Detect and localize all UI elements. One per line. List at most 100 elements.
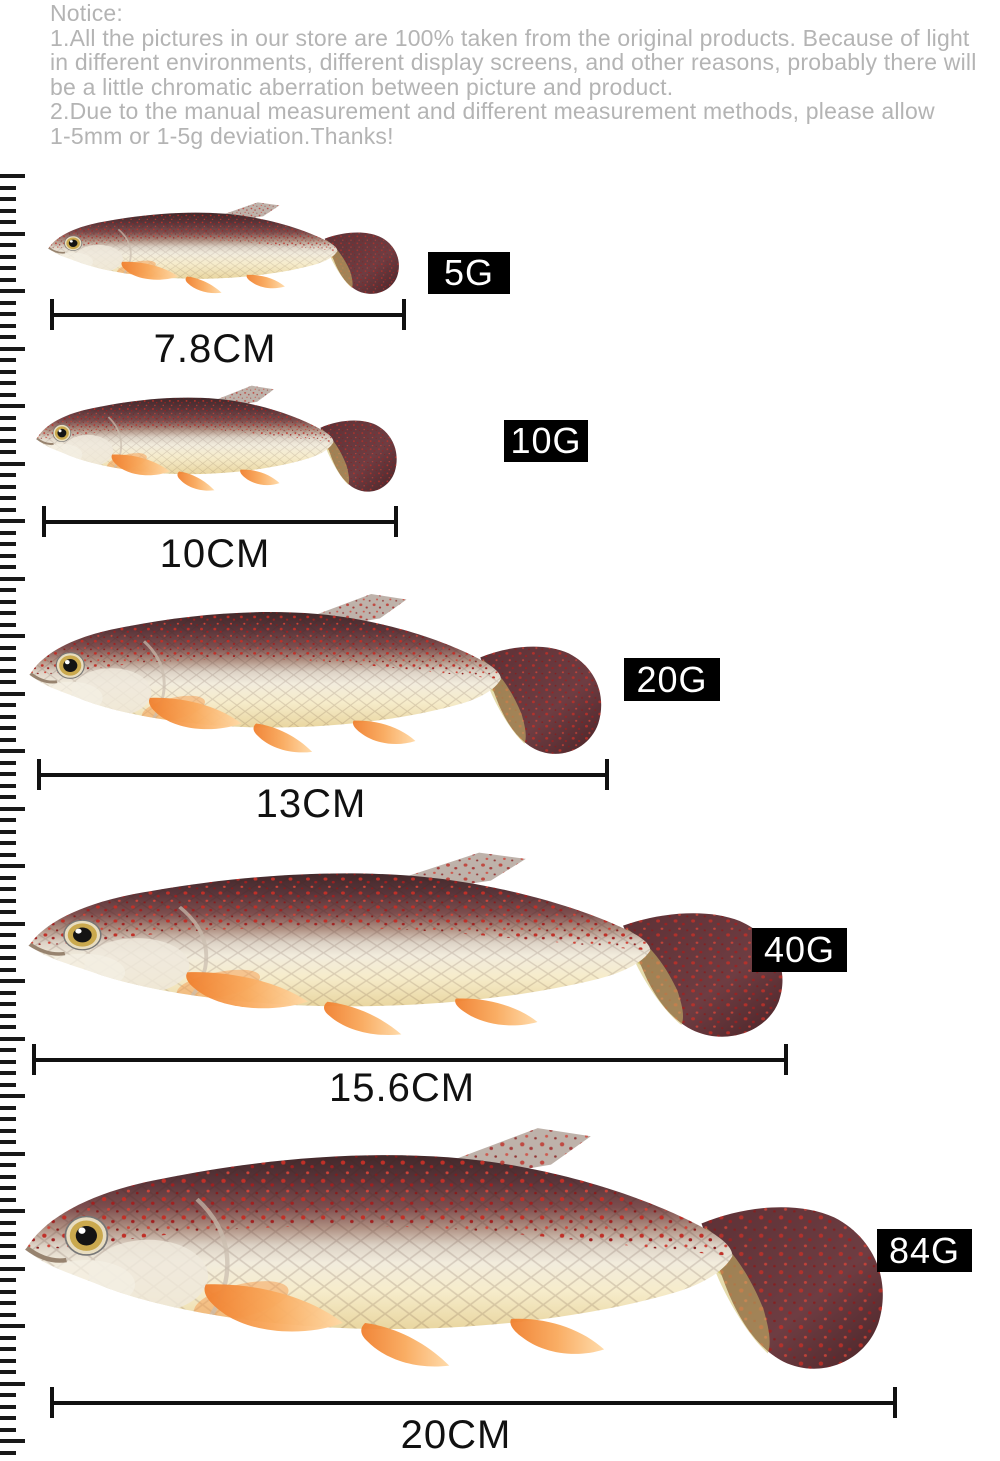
ruler-tick bbox=[0, 392, 16, 397]
weight-badge-84g: 84G bbox=[877, 1229, 972, 1272]
ruler-tick bbox=[0, 1243, 16, 1248]
ruler-tick bbox=[0, 599, 16, 604]
ruler-tick bbox=[0, 484, 16, 489]
ruler-tick bbox=[0, 588, 16, 592]
ruler-tick bbox=[0, 611, 16, 615]
ruler-tick bbox=[0, 990, 16, 995]
weight-badge-label: 10G bbox=[510, 420, 582, 461]
ruler-tick bbox=[0, 1163, 16, 1167]
weight-badge-10g: 10G bbox=[504, 420, 588, 462]
notice-title: Notice: bbox=[50, 0, 123, 26]
ruler-tick bbox=[0, 1048, 16, 1052]
ruler-tick bbox=[0, 507, 16, 512]
ruler-tick bbox=[0, 749, 25, 753]
notice-line: be a little chromatic aberration between… bbox=[50, 73, 674, 100]
ruler-tick bbox=[0, 1439, 25, 1443]
measure-end-right bbox=[394, 506, 398, 537]
measure-end-right bbox=[402, 299, 406, 330]
notice-line: 2.Due to the manual measurement and diff… bbox=[50, 98, 935, 125]
ruler-tick bbox=[0, 795, 16, 799]
ruler-tick bbox=[0, 312, 16, 316]
ruler-tick bbox=[0, 231, 25, 236]
ruler-tick bbox=[0, 576, 25, 581]
ruler-tick bbox=[0, 1255, 16, 1259]
ruler-tick bbox=[0, 1347, 16, 1351]
ruler-tick bbox=[0, 438, 16, 443]
measure-end-left bbox=[32, 1044, 36, 1075]
ruler-tick bbox=[0, 772, 16, 776]
ruler-tick bbox=[0, 1393, 16, 1397]
measure-line-40g bbox=[32, 1044, 788, 1075]
ruler-tick bbox=[0, 381, 16, 385]
ruler-tick bbox=[0, 1117, 16, 1121]
ruler-tick bbox=[0, 565, 16, 569]
ruler-tick bbox=[0, 323, 16, 328]
ruler-tick bbox=[0, 1404, 16, 1409]
ruler-tick bbox=[0, 887, 16, 891]
ruler-tick bbox=[0, 1381, 25, 1386]
ruler-tick bbox=[0, 1278, 16, 1282]
measure-end-right bbox=[784, 1044, 788, 1075]
ruler-tick bbox=[0, 208, 16, 213]
weight-badge-label: 40G bbox=[763, 929, 836, 970]
ruler-tick bbox=[0, 979, 25, 983]
ruler-tick bbox=[0, 864, 25, 868]
ruler-tick bbox=[0, 1025, 16, 1029]
weight-badge-20g: 20G bbox=[624, 658, 720, 701]
ruler-tick bbox=[0, 553, 16, 558]
ruler-tick bbox=[0, 1450, 16, 1455]
ruler-tick bbox=[0, 289, 25, 293]
ruler-tick bbox=[0, 300, 16, 305]
ruler-tick bbox=[0, 668, 16, 673]
weight-badge-label: 20G bbox=[636, 658, 708, 700]
ruler-tick bbox=[0, 1059, 16, 1064]
length-label-84g: 20CM bbox=[400, 1413, 512, 1457]
ruler-tick bbox=[0, 691, 25, 696]
fish-image-5g bbox=[46, 200, 408, 302]
weight-badge-label: 84G bbox=[888, 1229, 961, 1271]
ruler-tick bbox=[0, 875, 16, 880]
ruler-tick bbox=[0, 1220, 16, 1225]
ruler-tick bbox=[0, 1358, 16, 1363]
fish-image-84g bbox=[20, 1122, 905, 1390]
length-label-40g: 15.6CM bbox=[328, 1066, 476, 1110]
ruler-tick bbox=[0, 496, 16, 500]
ruler-tick bbox=[0, 254, 16, 259]
measure-line-10g bbox=[42, 506, 398, 537]
ruler-tick bbox=[0, 852, 16, 857]
ruler-tick bbox=[0, 645, 16, 650]
ruler-tick bbox=[0, 1174, 16, 1179]
ruler-tick bbox=[0, 174, 25, 178]
ruler-tick bbox=[0, 530, 16, 535]
ruler-tick bbox=[0, 680, 16, 684]
ruler-tick bbox=[0, 473, 16, 477]
ruler-tick bbox=[0, 335, 16, 339]
ruler-tick bbox=[0, 714, 16, 719]
fish-image-20g bbox=[26, 590, 616, 768]
ruler-tick bbox=[0, 1232, 16, 1236]
ruler-tick bbox=[0, 967, 16, 972]
ruler-tick bbox=[0, 1301, 16, 1305]
measure-line-84g bbox=[50, 1387, 897, 1418]
weight-badge-40g: 40G bbox=[752, 928, 847, 972]
ruler-tick bbox=[0, 220, 16, 224]
ruler-tick bbox=[0, 415, 16, 420]
ruler-tick bbox=[0, 737, 16, 742]
ruler-tick bbox=[0, 358, 16, 362]
ruler-tick bbox=[0, 703, 16, 707]
ruler-tick bbox=[0, 1186, 16, 1190]
ruler-tick bbox=[0, 921, 25, 926]
ruler-tick bbox=[0, 818, 16, 822]
ruler-tick bbox=[0, 1324, 25, 1328]
ruler-tick bbox=[0, 346, 25, 351]
ruler-tick bbox=[0, 1289, 16, 1294]
ruler-tick bbox=[0, 277, 16, 282]
weight-badge-label: 5G bbox=[443, 252, 495, 293]
measure-end-left bbox=[37, 759, 41, 790]
ruler-tick bbox=[0, 243, 16, 247]
ruler-tick bbox=[0, 369, 16, 374]
measure-end-left bbox=[50, 1387, 54, 1418]
ruler-tick bbox=[0, 1094, 25, 1098]
ruler-tick bbox=[0, 1416, 16, 1420]
ruler-tick bbox=[0, 1105, 16, 1110]
